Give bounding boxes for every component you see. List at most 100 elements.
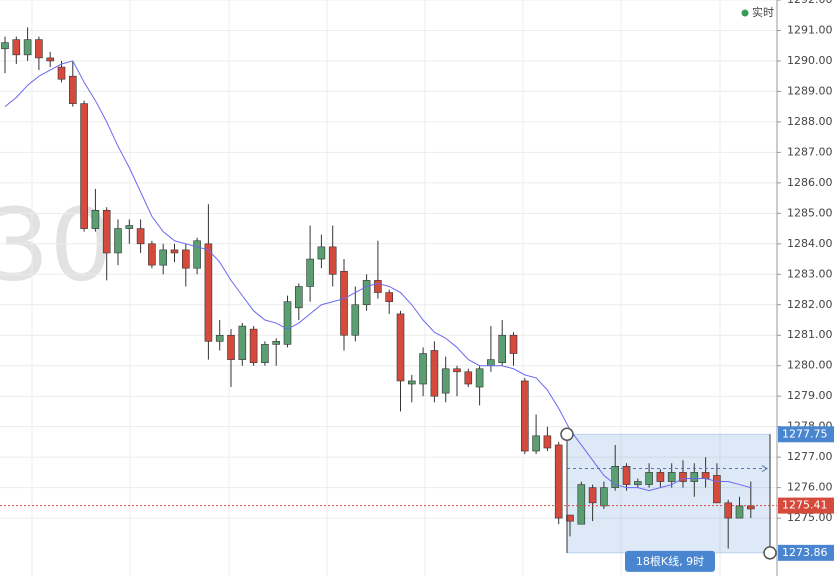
candle-body	[453, 368, 461, 373]
candle-body	[701, 472, 710, 479]
y-tick-label: 1291.00	[787, 23, 833, 36]
candle-body	[543, 435, 552, 449]
candle-body	[611, 465, 620, 488]
candle-body	[136, 228, 145, 245]
range-tooltip-box	[625, 550, 715, 572]
candle-body	[577, 484, 586, 525]
y-tick-label: 1281.00	[787, 328, 833, 341]
candle-body	[419, 353, 427, 385]
candle-body	[215, 334, 224, 342]
y-tick-label: 1289.00	[787, 84, 833, 97]
range-handle	[763, 546, 777, 560]
candle-body	[351, 304, 360, 336]
candle-body	[306, 258, 314, 287]
candle-body	[724, 502, 733, 519]
watermark: 30	[0, 186, 113, 303]
candle-body	[114, 228, 122, 254]
candle-body	[679, 472, 687, 482]
candle-body	[328, 246, 337, 275]
candle-body	[532, 435, 540, 452]
candle-body	[396, 313, 405, 382]
candle-body	[102, 209, 111, 254]
price-badge-label: 1275.41	[782, 499, 828, 512]
candle-body	[746, 505, 755, 510]
y-tick-label: 1284.00	[787, 237, 833, 250]
y-tick-label: 1283.00	[787, 267, 833, 280]
y-tick-label: 1276.00	[787, 481, 833, 494]
candle-body	[566, 514, 574, 522]
price-badge-label: 1273.86	[782, 546, 828, 559]
candle-body	[622, 465, 631, 485]
candle-body	[294, 286, 303, 309]
candle-body	[407, 380, 416, 385]
y-tick-label: 1277.00	[787, 450, 833, 463]
candle-body	[182, 249, 190, 269]
price-badge	[778, 544, 834, 561]
price-badge-label: 1277.75	[782, 427, 828, 440]
candle-body	[588, 487, 597, 504]
candle-body	[645, 472, 653, 485]
y-tick-label: 1282.00	[787, 298, 833, 311]
candle-body	[520, 380, 529, 452]
candle-body	[498, 334, 507, 363]
candle-body	[148, 243, 156, 266]
candle-body	[170, 249, 179, 254]
y-tick-label: 1280.00	[787, 359, 833, 372]
candle-body	[159, 249, 167, 266]
candle-body	[600, 487, 608, 507]
candle-body	[475, 368, 484, 388]
price-badge	[778, 426, 834, 443]
range-arrow-head	[761, 465, 768, 472]
candle-body	[690, 472, 699, 482]
candle-body	[735, 505, 744, 519]
y-tick-label: 1288.00	[787, 115, 833, 128]
candle-body	[272, 341, 281, 345]
candle-body	[656, 472, 665, 482]
candle-body	[23, 39, 32, 56]
range-tooltip: 18根K线, 9时	[636, 554, 704, 568]
candle-body	[340, 270, 348, 336]
range-box	[566, 433, 771, 554]
y-tick-label: 1287.00	[787, 145, 833, 158]
status-dot	[741, 9, 749, 17]
candle-body	[430, 350, 439, 397]
candle-body	[91, 209, 100, 229]
candle-body	[261, 344, 269, 363]
candle-body	[125, 225, 134, 229]
candle-body	[69, 75, 77, 104]
candle-body	[374, 280, 382, 293]
candle-body	[713, 475, 721, 504]
range-handle	[560, 427, 574, 442]
candle-body	[509, 334, 518, 354]
candle-body	[667, 472, 676, 482]
price-badge	[778, 497, 834, 514]
candle-body	[283, 301, 292, 345]
candle-body	[204, 243, 213, 342]
candle-body	[193, 240, 201, 269]
y-tick-label: 1292.00	[787, 0, 833, 6]
candle-body	[317, 246, 326, 260]
candle-body	[46, 57, 55, 62]
candle-body	[633, 481, 642, 485]
candle-body	[238, 325, 247, 360]
y-tick-label: 1286.00	[787, 176, 833, 189]
candle-body	[487, 359, 495, 367]
y-tick-label: 1275.00	[787, 511, 833, 524]
candle-body	[441, 368, 450, 394]
candle-body	[249, 328, 258, 363]
y-tick-label: 1285.00	[787, 206, 833, 219]
candle-body	[464, 371, 473, 385]
candle-body	[227, 334, 235, 360]
candle-body	[35, 39, 43, 59]
candle-body	[362, 280, 371, 306]
candle-body	[80, 103, 88, 229]
candle-body	[385, 292, 394, 303]
y-tick-label: 1290.00	[787, 54, 833, 67]
moving-average	[4, 60, 751, 492]
candle-body	[12, 39, 21, 56]
y-tick-label: 1279.00	[787, 389, 833, 402]
candle-body	[554, 444, 563, 519]
status-label: 实时	[752, 5, 774, 19]
candle-body	[57, 66, 66, 80]
